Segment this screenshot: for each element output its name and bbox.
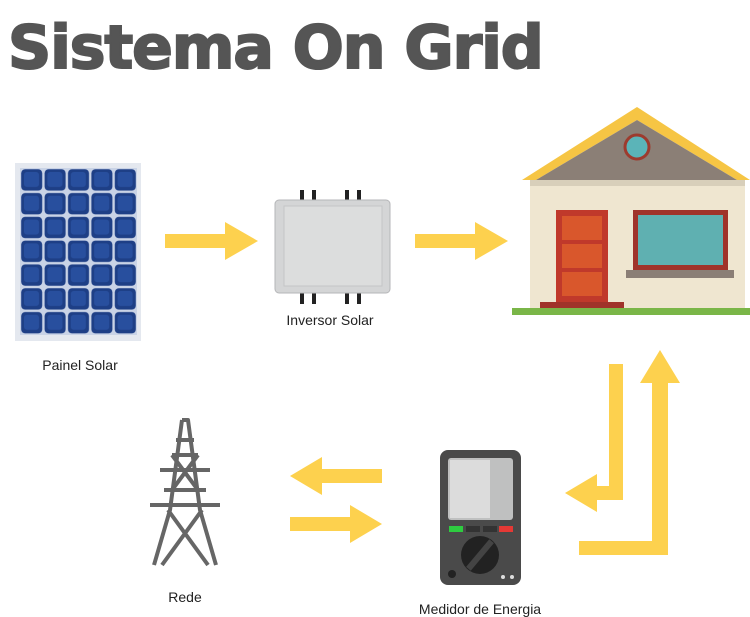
arrow [565,364,623,512]
solar-panel [15,163,141,341]
inverter [275,190,390,304]
node-label: Inversor Solar [286,312,373,328]
energy-meter [440,450,521,585]
node-label: Medidor de Energia [419,601,541,617]
arrow [290,457,382,495]
diagram: Sistema On Grid Painel Solar Inversor So… [0,0,750,617]
node-label: Painel Solar [42,357,118,373]
arrow [290,505,382,543]
arrow [415,222,508,260]
node-label: Rede [168,589,202,605]
power-tower [150,420,220,565]
arrow [579,350,680,555]
house [512,107,750,315]
page: Sistema On Grid Painel Solar Inversor So… [0,0,750,617]
arrow [165,222,258,260]
title: Sistema On Grid [8,13,543,83]
